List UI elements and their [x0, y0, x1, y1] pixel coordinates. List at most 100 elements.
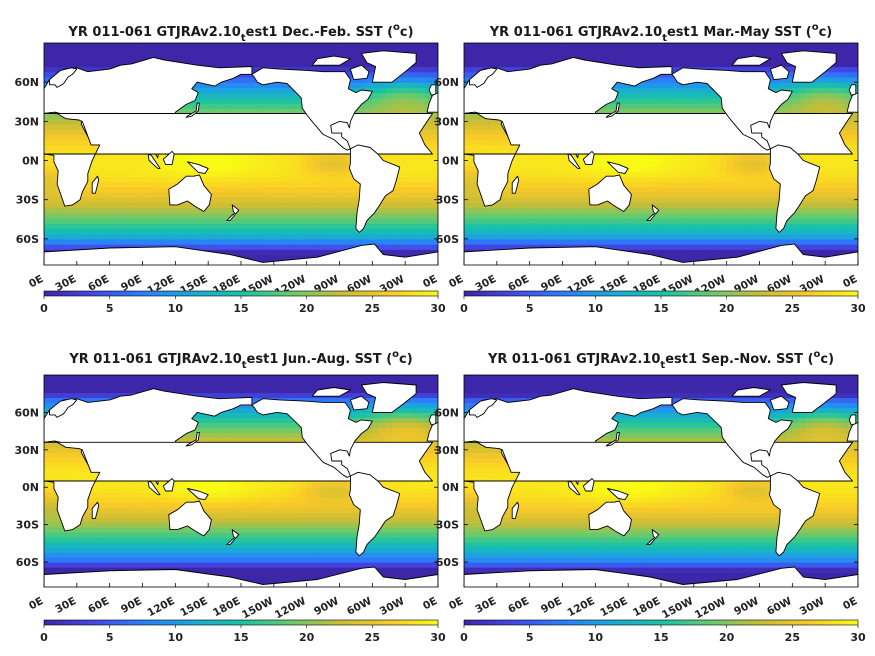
x-tick-label: 90E	[539, 595, 564, 616]
colorbar-tick-label: 10	[588, 302, 604, 315]
colorbar-tick-label: 5	[106, 302, 114, 315]
land-arctic_isl	[311, 55, 351, 66]
colorbar-tick-label: 0	[460, 631, 468, 644]
land-japan	[605, 431, 620, 447]
y-tick-label: 30S	[436, 519, 459, 532]
x-tick-label: 120E	[565, 595, 596, 619]
y-tick-label: 30S	[16, 519, 39, 532]
x-tick-label: 60W	[765, 595, 794, 618]
x-tick-label: 90E	[119, 595, 144, 616]
land-s_america	[768, 471, 821, 557]
x-tick-label: 0E	[447, 273, 465, 290]
land-nz_s	[646, 537, 655, 546]
land-borneo	[162, 150, 175, 165]
land-arctic_isl	[731, 387, 771, 397]
land-greenland	[360, 50, 417, 83]
land-japan	[185, 431, 200, 447]
land-scandinavia	[469, 67, 498, 88]
x-tick-label: 0E	[27, 595, 45, 612]
colorbar-tick-label: 5	[106, 631, 114, 644]
x-tick-label: 180E	[211, 595, 242, 619]
x-tick-label: 30W	[798, 595, 827, 618]
land-baffin	[349, 64, 370, 81]
panel-title: YR 011-061 GTJRAv2.10test1 Jun.-Aug. SST…	[68, 349, 412, 371]
land-sumatra	[147, 153, 161, 169]
colorbar-tick-label: 15	[653, 631, 668, 644]
colorbar-tick-label: 25	[785, 631, 800, 644]
land-n_america	[251, 398, 373, 478]
land-madagascar	[91, 175, 100, 194]
x-tick-label: 0E	[841, 273, 859, 290]
land-nz_n	[231, 529, 240, 539]
land-antarctica	[44, 243, 438, 265]
land-britain	[848, 84, 857, 96]
x-tick-label: 150W	[240, 595, 276, 622]
land-borneo	[582, 150, 595, 165]
colorbar-tick-label: 0	[40, 631, 48, 644]
colorbar-tick-label: 5	[526, 631, 534, 644]
colorbar-tick-label: 0	[40, 302, 48, 315]
land-britain	[428, 414, 437, 426]
colorbar-tick-label: 20	[299, 302, 315, 315]
land-masses	[44, 50, 438, 265]
colorbar-tick-label: 20	[299, 631, 315, 644]
land-s_america	[348, 471, 401, 557]
land-australia	[588, 174, 632, 212]
panel-title: YR 011-061 GTJRAv2.10test1 Mar.-May SST …	[489, 22, 833, 44]
colorbar-tick-label: 30	[430, 631, 446, 644]
colorbar-gradient	[463, 290, 859, 297]
land-antarctica	[44, 566, 438, 587]
land-baffin	[769, 395, 790, 411]
colorbar-tick-label: 25	[365, 302, 380, 315]
colorbar-tick-label: 10	[168, 631, 184, 644]
y-tick-label: 60S	[16, 556, 39, 569]
land-greenland	[780, 382, 837, 413]
y-tick-label: 30S	[436, 194, 459, 207]
colorbar-tick-label: 20	[719, 302, 735, 315]
land-antarctica	[464, 566, 858, 587]
colorbar: 0 5 10 15 20 25 30	[40, 290, 446, 315]
y-tick-label: 60N	[434, 406, 459, 419]
land-sumatra	[567, 480, 581, 496]
land-nz_s	[646, 213, 655, 222]
land-new_guinea	[186, 488, 209, 501]
land-new_guinea	[606, 161, 629, 175]
colorbar-tick-label: 15	[233, 631, 248, 644]
colorbar-tick-label: 30	[850, 631, 866, 644]
colorbar: 0 5 10 15 20 25 30	[460, 619, 866, 644]
land-madagascar	[511, 175, 520, 194]
x-tick-label: 120E	[145, 595, 176, 619]
land-madagascar	[511, 501, 520, 519]
x-tick-label: 0E	[841, 595, 859, 612]
land-australia	[168, 500, 212, 537]
land-scandinavia	[49, 67, 78, 88]
x-tick-label: 60E	[506, 595, 531, 616]
land-borneo	[162, 478, 175, 492]
colorbar-gradient	[463, 619, 859, 626]
land-nz_n	[231, 204, 240, 215]
y-tick-label: 30S	[16, 194, 39, 207]
colorbar: 0 5 10 15 20 25 30	[460, 290, 866, 315]
land-baffin	[769, 64, 790, 81]
y-tick-label: 30N	[14, 444, 39, 457]
x-tick-label: 60E	[86, 595, 111, 616]
colorbar-tick-label: 15	[233, 302, 248, 315]
y-tick-label: 0N	[22, 481, 39, 494]
y-tick-label: 60N	[14, 406, 39, 419]
x-tick-label: 30E	[473, 595, 498, 616]
land-s_america	[768, 144, 821, 233]
x-tick-label: 150E	[178, 595, 209, 619]
y-tick-label: 30N	[434, 444, 459, 457]
y-tick-label: 60S	[436, 233, 459, 246]
land-arctic_isl	[731, 55, 771, 66]
land-masses	[464, 50, 858, 265]
land-nz_n	[651, 204, 660, 215]
colorbar-tick-label: 10	[588, 631, 604, 644]
x-tick-label: 30W	[378, 595, 407, 618]
y-tick-label: 60S	[436, 556, 459, 569]
y-tick-label: 60N	[434, 76, 459, 89]
land-madagascar	[91, 501, 100, 519]
land-borneo	[582, 478, 595, 492]
land-new_guinea	[606, 488, 629, 501]
x-tick-label: 0E	[421, 595, 439, 612]
